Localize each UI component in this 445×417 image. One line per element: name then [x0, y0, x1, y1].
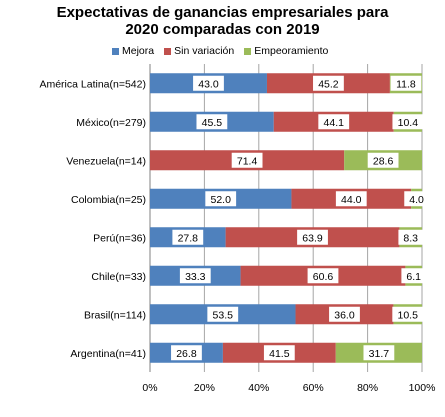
data-label-box	[231, 152, 263, 168]
data-label: 63.9	[302, 232, 323, 244]
x-tick-label: 20%	[194, 382, 215, 394]
category-label: América Latina(n=542)	[39, 78, 146, 90]
data-label-box	[179, 268, 211, 284]
data-label-box	[313, 75, 344, 91]
data-label: 26.8	[176, 348, 197, 360]
data-label: 44.0	[341, 194, 362, 206]
data-label-box	[398, 229, 424, 245]
x-tick-label: 60%	[303, 382, 324, 394]
category-label: México(n=279)	[76, 117, 146, 129]
legend-swatch-empeoramiento	[244, 47, 252, 55]
data-label: 45.5	[202, 117, 223, 129]
chart-title-line-2: 2020 comparadas con 2019	[125, 21, 320, 38]
data-label: 45.2	[318, 78, 339, 90]
legend-item-mejora: Mejora	[112, 45, 154, 57]
data-label-box	[329, 306, 360, 322]
legend-swatch-sin-variacion	[164, 47, 172, 55]
data-label-box	[363, 345, 395, 361]
legend-label-sin-variacion: Sin variación	[174, 45, 235, 57]
data-label: 44.1	[324, 117, 345, 129]
data-label-box	[307, 268, 339, 284]
x-tick-label: 100%	[409, 382, 436, 394]
data-label: 36.0	[334, 309, 355, 321]
data-label-box	[171, 345, 202, 361]
category-label: Brasil(n=114)	[84, 309, 146, 321]
data-label: 28.6	[373, 155, 394, 167]
data-label-box	[390, 75, 422, 91]
data-label: 31.7	[369, 348, 390, 360]
category-label: Chile(n=33)	[91, 271, 146, 283]
data-label-box	[335, 191, 367, 207]
data-label: 8.3	[403, 232, 418, 244]
x-tick-label: 80%	[357, 382, 378, 394]
data-label-box	[392, 114, 424, 130]
data-label: 53.5	[213, 309, 234, 321]
legend-item-sin-variacion: Sin variación	[164, 45, 234, 57]
legend-label-empeoramiento: Empeoramiento	[254, 45, 329, 57]
data-label-box	[392, 306, 424, 322]
data-label: 27.8	[178, 232, 199, 244]
data-label-box	[318, 114, 350, 130]
data-label: 60.6	[313, 271, 334, 283]
data-label-box	[193, 75, 224, 91]
data-label: 10.4	[398, 117, 419, 129]
chart-title: Expectativas de ganancias empresariales …	[0, 4, 445, 38]
data-label-box	[297, 229, 328, 245]
legend-label-mejora: Mejora	[122, 45, 155, 57]
data-label-box	[196, 114, 228, 130]
data-label-box	[367, 152, 399, 168]
data-label: 6.1	[406, 271, 421, 283]
data-label: 10.5	[398, 309, 419, 321]
category-label: Venezuela(n=14)	[66, 155, 146, 167]
data-label-box	[263, 345, 295, 361]
x-tick-label: 40%	[248, 382, 269, 394]
data-label: 4.0	[409, 194, 424, 206]
data-label: 33.3	[185, 271, 206, 283]
x-tick-label: 0%	[142, 382, 157, 394]
category-label: Argentina(n=41)	[70, 348, 146, 360]
data-label-box	[404, 191, 429, 207]
data-label: 52.0	[211, 194, 232, 206]
data-label-box	[401, 268, 427, 284]
chart-legend: Mejora Sin variación Empeoramiento	[112, 44, 338, 58]
data-label: 43.0	[198, 78, 219, 90]
category-label: Colombia(n=25)	[71, 194, 146, 206]
data-label: 71.4	[237, 155, 258, 167]
chart-title-line-1: Expectativas de ganancias empresariales …	[56, 4, 389, 21]
data-label: 41.5	[269, 348, 290, 360]
data-label-box	[207, 306, 239, 322]
legend-swatch-mejora	[112, 47, 119, 55]
category-label: Perú(n=36)	[93, 232, 146, 244]
data-label: 11.8	[396, 78, 416, 90]
data-label-box	[205, 191, 237, 207]
data-label-box	[172, 229, 204, 245]
legend-item-empeoramiento: Empeoramiento	[244, 45, 328, 57]
